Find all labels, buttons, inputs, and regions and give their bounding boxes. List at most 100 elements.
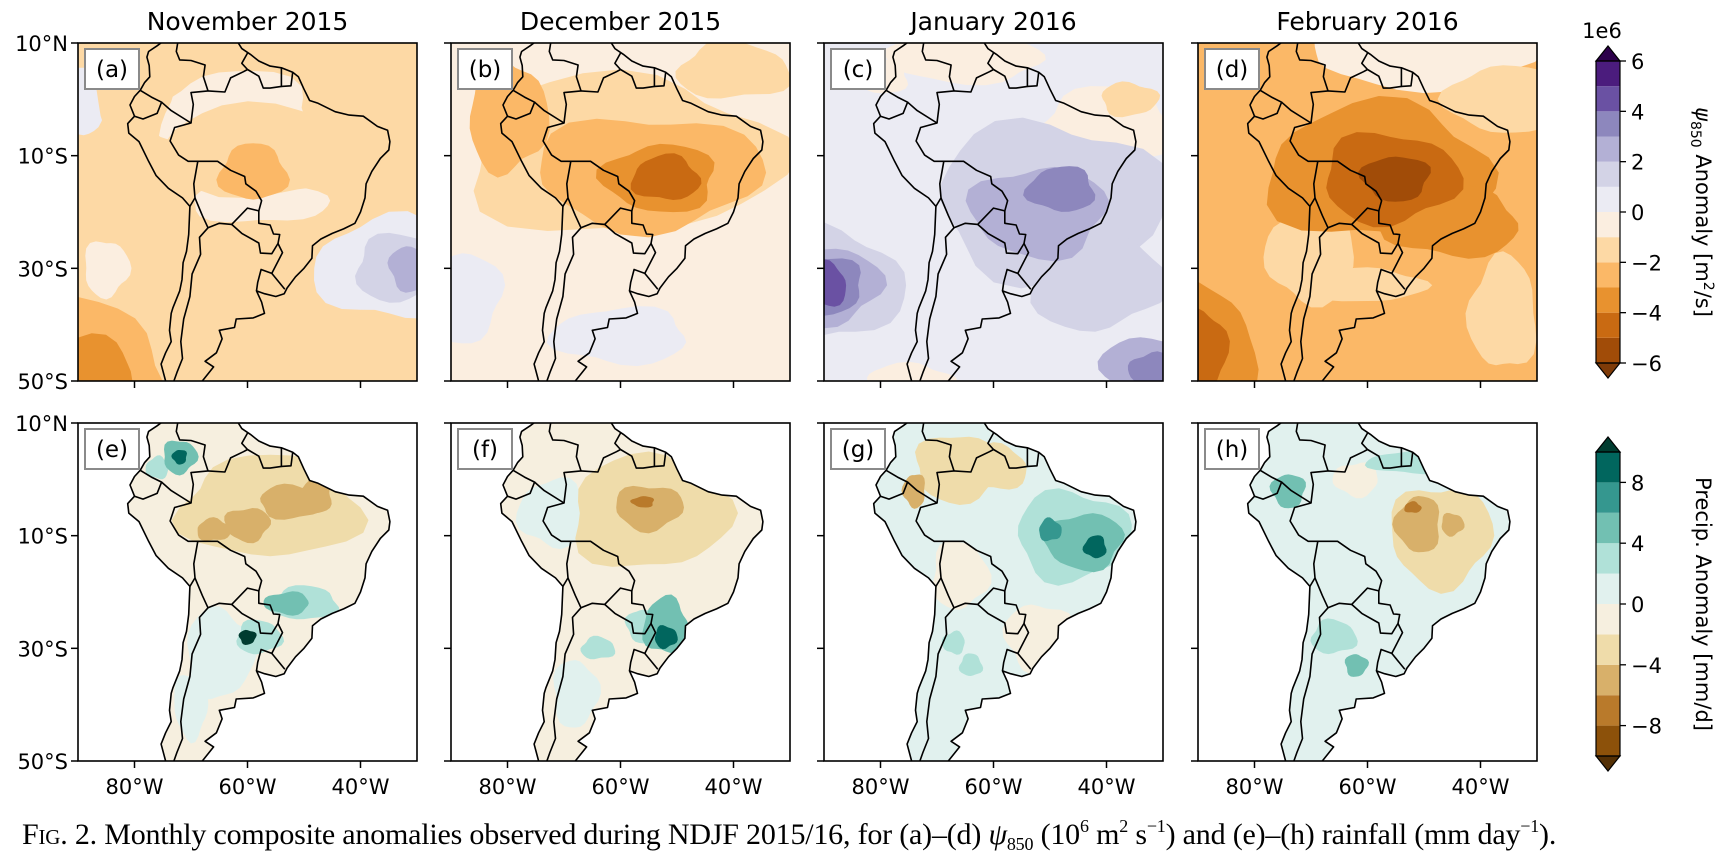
colorbar-tick-label: −4 xyxy=(1631,654,1662,678)
anomaly-field xyxy=(1247,423,1510,761)
panel-title: November 2015 xyxy=(147,7,349,36)
colorbar-band xyxy=(1596,543,1620,574)
anomaly-contour xyxy=(85,241,132,300)
colorbar-band xyxy=(1596,287,1620,313)
map-panel-h: (h) 80°W 60°W 40°W xyxy=(1191,422,1538,799)
anomaly-contour xyxy=(387,246,417,293)
colorbar-band xyxy=(1596,482,1620,513)
anomaly-contour xyxy=(654,625,678,650)
coastline xyxy=(1246,43,1511,381)
colorbar-band xyxy=(1596,573,1620,604)
anomaly-field xyxy=(1198,43,1537,381)
country-border xyxy=(534,101,572,207)
country-border xyxy=(1367,67,1403,89)
country-border xyxy=(281,452,294,468)
colorbar-band xyxy=(1596,212,1620,238)
anomaly-field xyxy=(873,423,1136,761)
basemap xyxy=(872,43,1137,381)
country-border xyxy=(534,481,572,587)
anomaly-contour xyxy=(236,619,285,655)
panel-label-box xyxy=(84,428,140,470)
country-border xyxy=(921,423,955,504)
y-tick-label: 10°S xyxy=(17,145,68,169)
country-border xyxy=(194,540,263,609)
basemap xyxy=(1246,423,1511,761)
map-panel-c: (c) January 2016 xyxy=(817,7,1164,388)
y-tick-label: 30°S xyxy=(17,257,68,281)
panel-label: (d) xyxy=(1216,57,1249,83)
basemap xyxy=(126,43,391,381)
country-border xyxy=(567,540,636,609)
colorbar-tick-label: −4 xyxy=(1631,302,1662,326)
basemap xyxy=(126,423,391,761)
anomaly-contour xyxy=(1198,308,1230,381)
anomaly-contour xyxy=(145,455,169,480)
map-panel-d: (d) February 2016 xyxy=(1191,7,1538,388)
basemap xyxy=(872,423,1137,761)
country-border xyxy=(161,101,199,207)
psi850-colorbar: −6 −4 −2 0 2 4 6 1e6 ψ850 Anomaly [m2/s] xyxy=(1582,19,1716,379)
caption-prefix: Fig. 2. xyxy=(22,818,97,851)
country-border xyxy=(546,227,582,381)
y-tick-label: 10°S xyxy=(17,525,68,549)
anomaly-contour xyxy=(1392,496,1440,553)
panel-title: January 2016 xyxy=(908,7,1076,36)
panel-label: (f) xyxy=(472,437,498,463)
colorbar-offset-text: 1e6 xyxy=(1582,19,1622,43)
country-border xyxy=(940,540,1009,609)
anomaly-contour xyxy=(580,635,616,660)
country-border xyxy=(1401,452,1414,468)
coastline xyxy=(126,423,391,761)
anomaly-contour xyxy=(867,361,958,381)
coastline xyxy=(499,43,764,381)
country-border xyxy=(1327,52,1369,93)
country-border xyxy=(207,52,249,93)
colorbar-tick-label: 4 xyxy=(1631,532,1644,556)
colorbar-band xyxy=(1596,664,1620,696)
country-border xyxy=(620,67,656,89)
anomaly-contour xyxy=(1082,535,1107,559)
coastline xyxy=(1246,423,1511,761)
country-border xyxy=(134,469,163,500)
colorbar-label: ψ850 Anomaly [m2/s] xyxy=(1687,107,1716,317)
colorbar-label: Precip. Anomaly [mm/d] xyxy=(1691,477,1715,731)
colorbar-tick-label: −8 xyxy=(1631,715,1662,739)
country-border xyxy=(1293,607,1329,761)
anomaly-contour xyxy=(174,672,209,744)
country-border xyxy=(953,432,995,473)
country-border xyxy=(255,243,284,292)
coastline xyxy=(499,423,764,761)
country-border xyxy=(247,447,283,469)
colorbar-extend-max xyxy=(1594,436,1622,453)
x-tick-label: 80°W xyxy=(106,775,164,799)
anomaly-field xyxy=(500,423,763,761)
anomaly-contour xyxy=(616,485,684,534)
country-border xyxy=(1027,452,1040,468)
country-border xyxy=(255,623,284,672)
anomaly-contour xyxy=(263,591,309,616)
anomaly-contour xyxy=(1310,618,1358,655)
y-tick-label: 50°S xyxy=(17,750,68,774)
anomaly-contour xyxy=(515,477,586,550)
anomaly-contour xyxy=(1314,43,1537,94)
colorbar-tick-label: −6 xyxy=(1631,352,1662,376)
panel-title: December 2015 xyxy=(520,7,721,36)
anomaly-field xyxy=(78,43,417,381)
country-border xyxy=(880,469,909,500)
colorbar-tick-label: 0 xyxy=(1631,201,1644,225)
colorbar-band xyxy=(1596,634,1620,665)
anomaly-contour xyxy=(1465,251,1537,366)
country-border xyxy=(1375,243,1404,292)
country-border xyxy=(993,67,1029,89)
precip-colorbar: −8 −4 0 4 8 Precip. Anomaly [mm/d] xyxy=(1594,436,1715,772)
anomaly-contour xyxy=(1039,517,1062,542)
country-border xyxy=(1001,243,1030,292)
country-border xyxy=(580,52,622,93)
x-tick-label: 60°W xyxy=(1339,775,1397,799)
anomaly-contour xyxy=(1127,351,1163,381)
country-border xyxy=(1254,469,1283,500)
anomaly-contour xyxy=(1101,81,1161,118)
colorbar-band xyxy=(1596,512,1620,544)
country-border xyxy=(644,272,659,290)
anomaly-contour xyxy=(296,479,332,514)
